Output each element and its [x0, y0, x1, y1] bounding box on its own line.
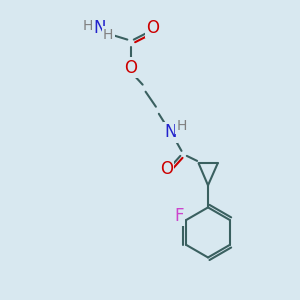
Text: H: H [103, 28, 113, 42]
Text: F: F [174, 206, 183, 224]
Text: O: O [160, 160, 173, 178]
Text: H: H [177, 119, 187, 133]
Text: N: N [164, 123, 177, 141]
Text: O: O [124, 58, 137, 76]
Text: O: O [146, 19, 159, 37]
Text: N: N [94, 19, 106, 37]
Text: H: H [82, 19, 93, 33]
